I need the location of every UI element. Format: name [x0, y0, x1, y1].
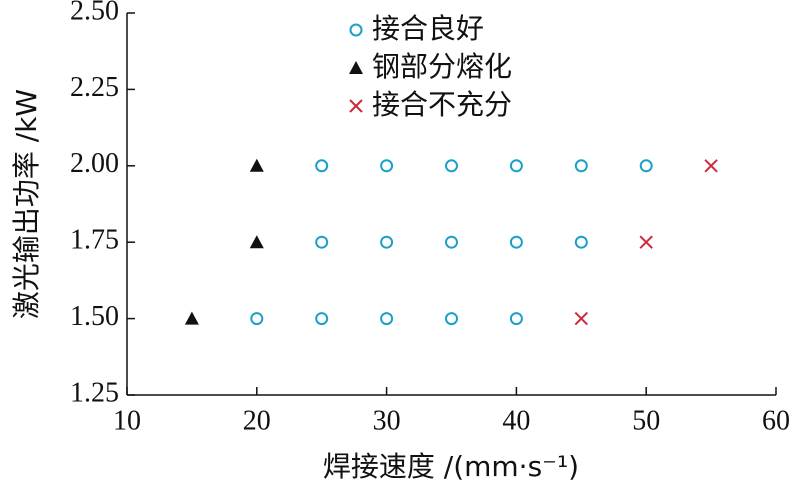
point	[509, 235, 523, 249]
point	[380, 159, 394, 173]
point	[574, 235, 588, 249]
x-tick-label: 20	[243, 405, 271, 436]
legend-label: 钢部分熔化	[372, 50, 512, 83]
point	[380, 235, 394, 249]
legend-label: 接合不充分	[372, 88, 512, 121]
y-tick-label: 2.00	[70, 148, 119, 179]
y-axis-label: 激光输出功率 /kW	[10, 89, 43, 319]
y-tick-label: 2.25	[70, 72, 119, 103]
x-tick-label: 40	[502, 405, 530, 436]
point	[380, 312, 394, 326]
point	[445, 159, 458, 173]
point	[509, 312, 523, 326]
legend-marker	[349, 23, 363, 37]
point	[249, 158, 264, 172]
point	[249, 235, 264, 249]
x-axis-label: 焊接速度 /(mm·s⁻¹)	[323, 450, 579, 483]
legend-label: 接合良好	[372, 12, 484, 45]
point	[704, 159, 718, 173]
x-tick-label: 50	[632, 405, 660, 436]
x-tick-label: 10	[113, 405, 141, 436]
y-tick-label: 1.75	[70, 225, 119, 256]
point	[509, 159, 523, 173]
x-tick-label: 30	[373, 405, 401, 436]
point	[250, 312, 264, 326]
point	[315, 159, 329, 173]
x-tick-label: 60	[762, 405, 790, 436]
legend-marker	[349, 61, 363, 74]
point	[445, 235, 458, 249]
point	[639, 159, 653, 173]
y-tick-label: 2.50	[70, 0, 119, 26]
y-tick-label: 1.25	[70, 377, 119, 408]
point	[574, 159, 588, 173]
legend-marker	[349, 99, 363, 113]
point	[315, 312, 329, 326]
y-tick-label: 1.50	[70, 301, 119, 332]
point	[639, 235, 653, 249]
point	[184, 311, 199, 325]
point	[445, 312, 458, 326]
point	[315, 235, 329, 249]
point	[574, 311, 589, 326]
